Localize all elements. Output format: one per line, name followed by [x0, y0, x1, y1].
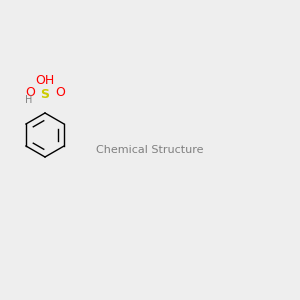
- Text: OH: OH: [35, 74, 55, 86]
- Text: O: O: [25, 85, 35, 98]
- Text: O: O: [55, 85, 65, 98]
- Text: S: S: [40, 88, 50, 101]
- Text: H: H: [25, 95, 33, 105]
- Text: Chemical Structure: Chemical Structure: [96, 145, 204, 155]
